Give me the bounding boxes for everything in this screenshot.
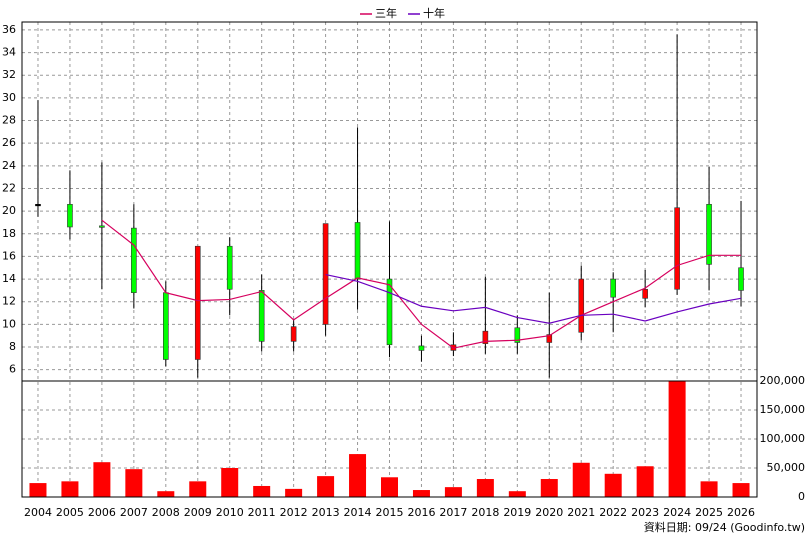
candle-body xyxy=(258,290,265,342)
footer: 資料日期: 09/24 (Goodinfo.tw) xyxy=(644,520,805,534)
y-tick-label: 18 xyxy=(2,227,16,240)
x-tick-label: 2020 xyxy=(535,506,563,519)
y-tick-label: 30 xyxy=(2,91,16,104)
volume-bar xyxy=(253,485,271,497)
candle-body xyxy=(418,345,425,351)
x-tick-label: 2023 xyxy=(631,506,659,519)
y-tick-label: 8 xyxy=(9,340,16,353)
candle-body xyxy=(386,278,393,346)
ma-line xyxy=(325,273,742,324)
x-tick-label: 2010 xyxy=(216,506,244,519)
candle-body xyxy=(290,326,297,342)
x-tick-label: 2011 xyxy=(248,506,276,519)
x-tick-label: 2005 xyxy=(56,506,84,519)
y-tick-label: 26 xyxy=(2,136,16,149)
candle-body xyxy=(163,292,169,360)
x-tick-label: 2007 xyxy=(120,506,148,519)
x-tick-label: 2008 xyxy=(152,506,180,519)
candle-body xyxy=(546,334,553,343)
volume-bar xyxy=(29,483,47,497)
volume-bar xyxy=(732,483,750,497)
volume-bar xyxy=(317,476,335,497)
candle-body xyxy=(706,204,712,265)
x-tick-label: 2012 xyxy=(280,506,308,519)
volume-bar xyxy=(412,490,430,497)
y2-tick-label: 100,000 xyxy=(760,432,806,445)
x-tick-label: 2024 xyxy=(663,506,691,519)
volume-bar xyxy=(444,487,462,497)
x-tick-label: 2014 xyxy=(344,506,372,519)
y-tick-label: 10 xyxy=(2,317,16,330)
volume-bar xyxy=(636,466,654,497)
volume-bar xyxy=(221,468,239,497)
volume-bar xyxy=(285,488,303,497)
volume-bar xyxy=(668,381,686,497)
candle-body xyxy=(35,204,41,207)
y-tick-label: 14 xyxy=(2,272,16,285)
x-tick-label: 2004 xyxy=(24,506,52,519)
y-tick-label: 32 xyxy=(2,68,16,81)
y2-tick-label: 50,000 xyxy=(767,461,806,474)
volume-bar xyxy=(189,481,207,497)
legend-label: 三年 xyxy=(375,6,397,20)
x-tick-label: 2016 xyxy=(407,506,435,519)
volume-bar xyxy=(125,469,143,497)
candle-body xyxy=(578,278,585,333)
x-tick-label: 2009 xyxy=(184,506,212,519)
frame xyxy=(21,21,758,498)
volume-bar xyxy=(604,473,622,497)
volume-bar xyxy=(157,491,175,497)
x-tick-label: 2022 xyxy=(599,506,627,519)
volume-bar xyxy=(572,462,590,497)
candle-body xyxy=(99,225,105,228)
x-tick-label: 2017 xyxy=(439,506,467,519)
candle-body xyxy=(738,267,744,291)
y-tick-label: 20 xyxy=(2,204,16,217)
candle-body xyxy=(642,288,648,299)
x-tick-label: 2019 xyxy=(503,506,531,519)
y-tick-label: 12 xyxy=(2,295,16,308)
y-tick-label: 28 xyxy=(2,114,16,127)
volume-bar xyxy=(508,491,526,497)
legend-label: 十年 xyxy=(423,6,445,20)
y2-tick-label: 200,000 xyxy=(760,374,806,387)
x-tick-label: 2013 xyxy=(312,506,340,519)
y-tick-label: 6 xyxy=(9,363,16,376)
volume-bar xyxy=(93,462,111,497)
volume-bar xyxy=(349,454,367,497)
y-tick-label: 34 xyxy=(2,46,16,59)
y2-tick-label: 150,000 xyxy=(760,403,806,416)
y-tick-label: 24 xyxy=(2,159,16,172)
volume-bar xyxy=(540,479,558,497)
y-tick-label: 16 xyxy=(2,249,16,262)
x-tick-label: 2025 xyxy=(695,506,723,519)
volume-bar xyxy=(61,481,79,497)
candle-body xyxy=(482,330,489,344)
candle-body xyxy=(226,245,233,290)
volume-bar xyxy=(476,479,494,497)
volume-bar xyxy=(381,477,398,497)
x-tick-label: 2015 xyxy=(376,506,404,519)
candle-body xyxy=(131,227,137,293)
y2-tick-label: 0 xyxy=(798,490,805,503)
y-tick-label: 36 xyxy=(2,23,16,36)
candle-body xyxy=(322,223,329,325)
candle-body xyxy=(610,278,616,298)
candle-body xyxy=(514,327,521,343)
x-tick-label: 2026 xyxy=(727,506,755,519)
candle-body xyxy=(194,245,201,360)
ma-line xyxy=(101,219,742,349)
candle-body xyxy=(674,207,680,290)
x-tick-label: 2021 xyxy=(567,506,595,519)
x-tick-label: 2018 xyxy=(471,506,499,519)
y-tick-label: 22 xyxy=(2,181,16,194)
candle-body xyxy=(354,222,361,280)
volume-bar xyxy=(700,481,718,497)
candle-body xyxy=(67,204,73,228)
x-tick-label: 2006 xyxy=(88,506,116,519)
